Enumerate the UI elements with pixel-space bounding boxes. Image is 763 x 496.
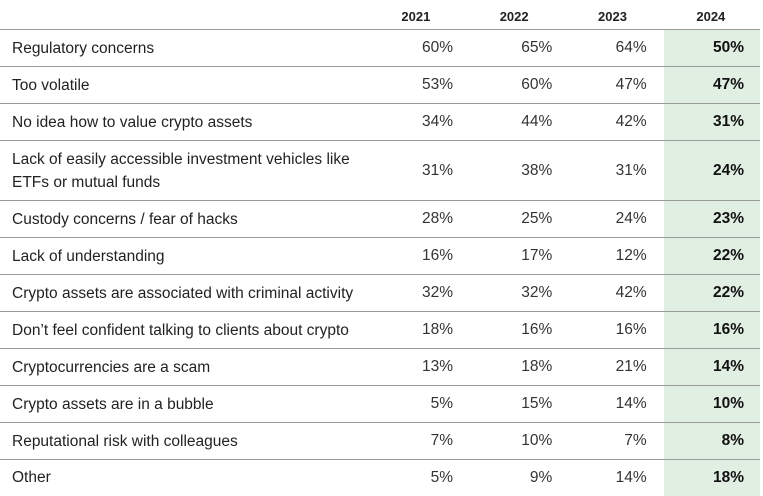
cell-2023: 42% bbox=[615, 284, 647, 301]
cell-2023: 42% bbox=[615, 113, 647, 130]
cell-2023: 47% bbox=[615, 76, 647, 93]
cell-2021: 31% bbox=[421, 161, 453, 179]
cell-2021: 60% bbox=[421, 39, 453, 56]
table-row: Crypto assets are in a bubble 5% 15% 14% 10% bbox=[0, 386, 760, 423]
cell-2024: 10% bbox=[712, 395, 744, 412]
row-label: Custody concerns / fear of hacks bbox=[12, 210, 238, 228]
cell-2024: 8% bbox=[721, 432, 744, 449]
row-label: Crypto assets are associated with crimin… bbox=[12, 284, 354, 302]
cell-2023: 14% bbox=[615, 395, 647, 412]
cell-2024: 14% bbox=[712, 358, 744, 375]
cell-2022: 15% bbox=[521, 395, 553, 412]
cell-2023: 21% bbox=[615, 358, 647, 375]
cell-2024: 18% bbox=[712, 468, 744, 486]
cell-2022: 32% bbox=[521, 284, 553, 301]
row-label: Regulatory concerns bbox=[12, 39, 155, 57]
table-row: Cryptocurrencies are a scam 13% 18% 21% 14% bbox=[0, 349, 760, 386]
row-label: Reputational risk with colleagues bbox=[12, 432, 238, 450]
cell-2024: 23% bbox=[712, 210, 744, 227]
cell-2022: 9% bbox=[529, 468, 553, 486]
cell-2021: 32% bbox=[421, 284, 453, 301]
cell-2021: 34% bbox=[421, 113, 453, 130]
cell-2024: 50% bbox=[712, 39, 744, 56]
row-label: Too volatile bbox=[12, 76, 90, 94]
cell-2021: 5% bbox=[430, 395, 453, 412]
row-label: Don’t feel confident talking to clients … bbox=[12, 321, 349, 339]
cell-2023: 7% bbox=[624, 432, 647, 449]
cell-2022: 17% bbox=[521, 247, 553, 264]
cell-2022: 10% bbox=[521, 432, 553, 449]
header-year-2023: 2023 bbox=[598, 9, 627, 24]
table-row: Lack of understanding 16% 17% 12% 22% bbox=[0, 238, 760, 275]
cell-2023: 31% bbox=[615, 161, 647, 179]
header-year-2021: 2021 bbox=[401, 9, 431, 24]
cell-2022: 44% bbox=[521, 113, 553, 130]
row-label: No idea how to value crypto assets bbox=[12, 113, 253, 131]
row-label: Lack of easily accessible investment veh… bbox=[12, 150, 350, 191]
header-row: 2021 2022 2023 2024 bbox=[0, 0, 760, 30]
cell-2023: 24% bbox=[615, 210, 647, 227]
table-row: Reputational risk with colleagues 7% 10% 7%… bbox=[0, 423, 760, 460]
cell-2021: 7% bbox=[430, 432, 453, 449]
cell-2021: 13% bbox=[421, 358, 453, 375]
table-row: Custody concerns / fear of hacks 28% 25% 24… bbox=[0, 201, 760, 238]
cell-2021: 28% bbox=[421, 210, 453, 227]
cell-2022: 18% bbox=[521, 358, 553, 375]
cell-2021: 18% bbox=[421, 321, 453, 338]
header-year-2024: 2024 bbox=[696, 9, 726, 24]
highlight-column-2024 bbox=[664, 29, 760, 496]
header-year-2022: 2022 bbox=[499, 9, 529, 24]
cell-2021: 16% bbox=[421, 247, 453, 264]
cell-2022: 16% bbox=[521, 321, 553, 338]
cell-2022: 60% bbox=[521, 76, 553, 93]
header-blank bbox=[0, 0, 367, 30]
cell-2022: 38% bbox=[521, 161, 553, 179]
cell-2022: 25% bbox=[521, 210, 553, 227]
cell-2024: 22% bbox=[712, 247, 744, 264]
row-label: Lack of understanding bbox=[12, 247, 165, 265]
table-row: Regulatory concerns 60% 65% 64% 50% bbox=[0, 30, 760, 67]
cell-2023: 64% bbox=[615, 39, 647, 56]
cell-2024: 16% bbox=[712, 321, 744, 338]
cell-2023: 16% bbox=[615, 321, 647, 338]
table-row: Too volatile 53% 60% 47% 47% bbox=[0, 67, 760, 104]
row-label: Crypto assets are in a bubble bbox=[12, 395, 214, 413]
table-row: Other 5% 9% 14% 18% bbox=[0, 460, 760, 496]
cell-2022: 65% bbox=[521, 39, 553, 56]
cell-2023: 14% bbox=[615, 468, 647, 486]
row-label: Cryptocurrencies are a scam bbox=[12, 358, 211, 376]
row-label: Other bbox=[12, 469, 51, 487]
table-row: Don’t feel confident talking to clients … bbox=[0, 312, 760, 349]
cell-2024: 47% bbox=[712, 76, 744, 93]
cell-2024: 31% bbox=[712, 113, 744, 130]
cell-2021: 5% bbox=[430, 468, 453, 486]
cell-2024: 24% bbox=[712, 161, 744, 179]
cell-2024: 22% bbox=[712, 284, 744, 301]
table-body: Regulatory concerns 60% 65% 64% 50% Too volat… bbox=[0, 30, 760, 496]
cell-2023: 12% bbox=[615, 247, 647, 264]
cell-2021: 53% bbox=[421, 76, 453, 93]
table-row: Lack of easily accessible investment veh… bbox=[0, 141, 760, 201]
table-row: No idea how to value crypto assets 34% 44%… bbox=[0, 104, 760, 141]
table-row: Crypto assets are associated with crimin… bbox=[0, 275, 760, 312]
